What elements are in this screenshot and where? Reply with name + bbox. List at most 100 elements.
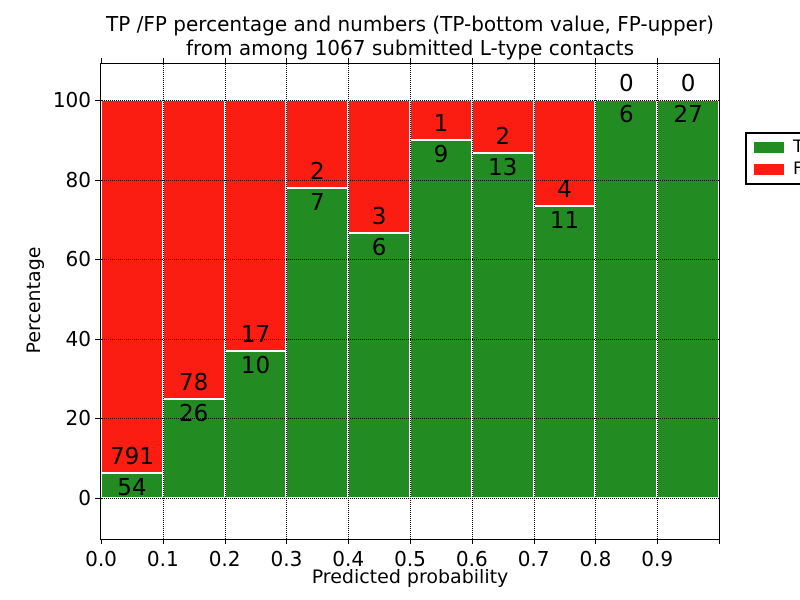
- bar-segment-fp: [533, 100, 596, 207]
- x-tick: [719, 540, 720, 544]
- x-tick-label: 0.0: [85, 547, 117, 571]
- x-tick-top: [162, 58, 164, 63]
- bar-segment-tp: [471, 153, 534, 498]
- bar-label-tp: 6: [618, 102, 634, 128]
- bar-segment-fp: [286, 100, 349, 189]
- x-tick-label: 0.1: [146, 547, 179, 571]
- bar-label-tp: 11: [549, 208, 580, 235]
- x-gridline: [533, 64, 535, 539]
- y-tick: [95, 259, 100, 261]
- bar-label-fp: 791: [109, 443, 154, 470]
- bar-label-fp: 4: [557, 177, 572, 204]
- x-tick: [533, 540, 535, 544]
- bar-segment-tp: [410, 139, 472, 498]
- x-tick-label: 0.9: [641, 547, 674, 571]
- y-tick-label: 80: [65, 167, 91, 192]
- x-tick-top: [348, 58, 350, 63]
- legend-label: TP: [793, 137, 800, 157]
- x-gridline: [286, 64, 288, 539]
- bar-label-fp: 3: [371, 203, 387, 230]
- x-tick-top: [410, 58, 411, 63]
- x-tick: [657, 540, 659, 544]
- bar-label-tp: 27: [673, 102, 703, 128]
- x-gridline: [595, 64, 597, 539]
- bar-label-tp: 7: [309, 190, 325, 217]
- bar-label-fp: 1: [433, 110, 449, 137]
- x-tick-top: [657, 58, 659, 63]
- x-tick: [224, 540, 226, 544]
- x-tick-label: 0.3: [270, 547, 303, 571]
- bar-segment-fp: [471, 100, 534, 154]
- x-tick: [286, 540, 288, 544]
- bar-segment-tp: [595, 100, 658, 498]
- fp-legend-swatch: [754, 164, 784, 175]
- x-tick: [162, 540, 164, 544]
- x-tick-top: [719, 58, 720, 63]
- bar-label-fp: 0: [680, 71, 696, 97]
- legend-row: FP: [754, 161, 800, 178]
- y-tick-label: 20: [65, 406, 91, 431]
- legend: TPFP: [745, 132, 800, 185]
- y-tick-label: 0: [78, 486, 91, 510]
- legend-label: FP: [793, 159, 800, 179]
- x-tick-top: [286, 58, 288, 63]
- y-tick-label: 100: [52, 88, 91, 112]
- bar-label-tp: 26: [179, 400, 209, 427]
- y-tick: [95, 338, 100, 340]
- bar-segment-tp: [348, 232, 410, 498]
- x-tick: [595, 540, 597, 544]
- x-gridline: [224, 64, 226, 539]
- y-tick: [95, 418, 100, 420]
- x-gridline: [410, 64, 411, 539]
- bar-segment-tp: [101, 472, 163, 498]
- x-gridline: [348, 64, 350, 539]
- x-tick-top: [101, 58, 102, 63]
- x-tick-label: 0.8: [579, 547, 612, 571]
- x-tick-label: 0.7: [517, 547, 550, 571]
- y-tick: [95, 498, 100, 499]
- bar-label-tp: 6: [371, 234, 387, 261]
- bar-segment-tp: [286, 188, 349, 498]
- x-gridline: [657, 64, 659, 539]
- bar-segment-tp: [224, 350, 287, 498]
- bar-label-fp: 78: [179, 369, 209, 396]
- x-tick-label: 0.6: [455, 547, 488, 571]
- x-tick: [410, 540, 411, 544]
- bar-segment-tp: [657, 100, 719, 498]
- x-tick-label: 0.4: [332, 547, 365, 571]
- x-axis-label: Predicted probability: [311, 566, 509, 588]
- bar-segment-fp: [224, 100, 287, 351]
- chart-title-line2: from among 1067 submitted L-type contact…: [185, 36, 635, 60]
- bar-label-fp: 0: [618, 71, 634, 97]
- bar-label-fp: 2: [495, 124, 511, 151]
- tp-legend-swatch: [754, 142, 784, 153]
- y-tick: [95, 100, 100, 101]
- bar-label-tp: 9: [433, 141, 449, 168]
- y-tick: [95, 179, 100, 181]
- legend-row: TP: [754, 139, 800, 156]
- y-tick-label: 60: [65, 247, 91, 272]
- y-tick-label: 40: [65, 326, 91, 351]
- bar-label-tp: 54: [117, 474, 147, 501]
- chart-title: TP /FP percentage and numbers (TP-bottom…: [90, 12, 730, 60]
- x-tick: [471, 540, 473, 544]
- x-tick-top: [471, 58, 473, 63]
- x-tick-top: [595, 58, 597, 63]
- bar-label-fp: 17: [240, 321, 271, 348]
- x-tick-top: [224, 58, 226, 63]
- bar-segment-fp: [162, 100, 225, 399]
- bar-label-fp: 2: [309, 159, 325, 186]
- bar-segment-tp: [533, 206, 596, 498]
- x-gridline: [162, 64, 164, 539]
- x-tick: [101, 540, 102, 544]
- x-tick-label: 0.5: [394, 547, 426, 571]
- bar-label-tp: 13: [488, 155, 518, 182]
- bar-segment-fp: [101, 100, 163, 473]
- x-tick-label: 0.2: [208, 547, 241, 571]
- chart-title-line1: TP /FP percentage and numbers (TP-bottom…: [106, 12, 714, 36]
- x-tick-top: [533, 58, 535, 63]
- x-tick: [348, 540, 350, 544]
- x-gridline: [471, 64, 473, 539]
